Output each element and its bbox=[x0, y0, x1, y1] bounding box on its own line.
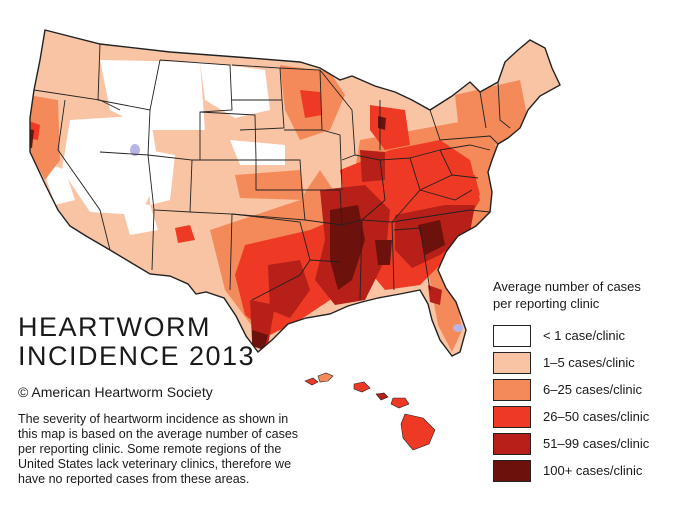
legend-swatch bbox=[493, 406, 531, 428]
legend-label: < 1 case/clinic bbox=[543, 328, 626, 343]
legend-swatch bbox=[493, 352, 531, 374]
legend-item-extreme: 100+ cases/clinic bbox=[493, 460, 673, 482]
description-line: United States lack veterinary clinics, t… bbox=[18, 457, 292, 471]
legend-item-low: 1–5 cases/clinic bbox=[493, 352, 673, 374]
map-title-line-1: HEARTWORM bbox=[18, 312, 211, 342]
legend-title-line-2: per reporting clinic bbox=[493, 296, 600, 311]
legend-title: Average number of cases per reporting cl… bbox=[493, 278, 673, 312]
legend-label: 100+ cases/clinic bbox=[543, 463, 643, 478]
map-title-line-2: INCIDENCE 2013 bbox=[18, 341, 256, 371]
copyright-notice: © American Heartworm Society bbox=[18, 384, 213, 400]
description-line: The severity of heartworm incidence as s… bbox=[18, 412, 289, 426]
state-borders bbox=[29, 29, 561, 357]
legend-label: 1–5 cases/clinic bbox=[543, 355, 635, 370]
legend-swatch bbox=[493, 460, 531, 482]
legend-label: 51–99 cases/clinic bbox=[543, 436, 650, 451]
legend-item-high: 26–50 cases/clinic bbox=[493, 406, 673, 428]
legend-swatch bbox=[493, 325, 531, 347]
map-description: The severity of heartworm incidence as s… bbox=[18, 412, 358, 487]
description-line: have no reported cases from these areas. bbox=[18, 472, 250, 486]
legend-swatch bbox=[493, 433, 531, 455]
hawaii bbox=[304, 372, 436, 451]
legend-swatch bbox=[493, 379, 531, 401]
description-line: this map is based on the average number … bbox=[18, 427, 299, 441]
legend-label: 26–50 cases/clinic bbox=[543, 409, 650, 424]
legend-item-moderate: 6–25 cases/clinic bbox=[493, 379, 673, 401]
legend: Average number of cases per reporting cl… bbox=[493, 278, 673, 482]
legend-item-none: < 1 case/clinic bbox=[493, 325, 673, 347]
description-line: per reporting clinic. Some remote region… bbox=[18, 442, 282, 456]
legend-item-very-high: 51–99 cases/clinic bbox=[493, 433, 673, 455]
legend-title-line-1: Average number of cases bbox=[493, 279, 641, 294]
legend-label: 6–25 cases/clinic bbox=[543, 382, 642, 397]
